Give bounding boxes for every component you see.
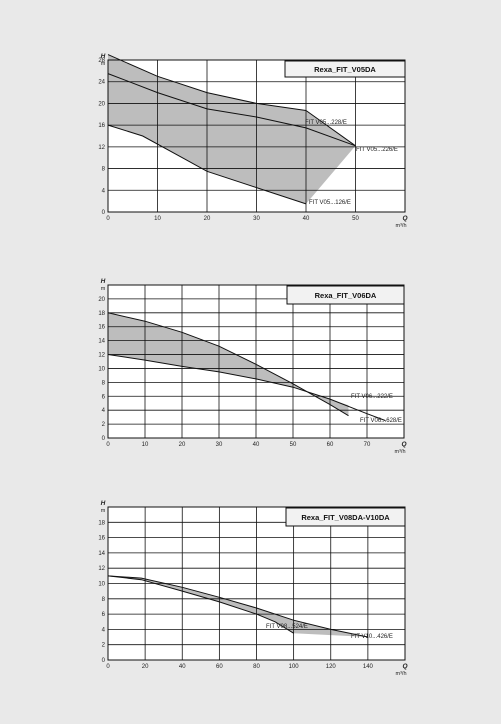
x-tick-label: 20 [142, 664, 149, 670]
chart-2: 0 10 20 30 40 50 60 70 0 2 4 6 8 10 12 14 16 18 20 Hm Qm³/h R… [98, 278, 406, 455]
x-tick-label: 10 [142, 442, 149, 448]
x-tick-label: 40 [179, 664, 186, 670]
x-tick-label: 10 [154, 216, 161, 222]
x-tick-label: 50 [352, 216, 359, 222]
y-tick-label: 18 [98, 520, 105, 526]
series-line [107, 312, 349, 417]
y-tick-label: 10 [98, 582, 105, 588]
chart-title-box [285, 507, 406, 527]
x-tick-label: 30 [216, 442, 223, 448]
series-label: FIT V05...226/E [356, 147, 398, 153]
x-tick-label: 70 [364, 442, 371, 448]
y-axis-unit: m [101, 286, 106, 292]
series-line [107, 124, 307, 205]
chart-title-box [286, 285, 405, 305]
y-tick-label: 4 [102, 188, 106, 194]
x-axis-label: Q [402, 663, 407, 670]
x-tick-label: 0 [106, 442, 110, 448]
y-axis-label: H [101, 500, 106, 507]
series-label: FIT V05...126/E [309, 200, 351, 206]
y-tick-label: 0 [102, 658, 106, 664]
plot-frame [107, 284, 405, 439]
y-tick-label: 16 [98, 123, 105, 129]
plot-frame [107, 59, 406, 213]
y-tick-label: 24 [98, 80, 105, 86]
y-tick-label: 20 [98, 101, 105, 107]
y-tick-label: 2 [102, 643, 106, 649]
x-axis-unit: m³/h [396, 671, 407, 677]
x-tick-label: 20 [204, 216, 211, 222]
x-tick-label: 50 [290, 442, 297, 448]
x-tick-label: 40 [253, 442, 260, 448]
y-tick-label: 12 [98, 353, 105, 359]
y-tick-label: 8 [102, 380, 106, 386]
y-tick-label: 14 [98, 551, 105, 557]
x-axis-unit: m³/h [396, 223, 407, 229]
y-tick-label: 6 [102, 394, 106, 400]
operating-range-area [108, 575, 368, 637]
x-axis-label: Q [402, 215, 407, 222]
y-tick-label: 8 [102, 597, 106, 603]
series-line [107, 575, 294, 634]
y-tick-label: 8 [102, 167, 106, 173]
y-tick-label: 16 [98, 536, 105, 542]
y-tick-label: 12 [98, 566, 105, 572]
chart-title: Rexa_FIT_V08DA-V10DA [301, 513, 390, 522]
series-line [107, 575, 369, 638]
y-axis-unit: m [101, 508, 106, 514]
series-line [107, 54, 307, 111]
y-axis-label: H [101, 53, 106, 60]
x-tick-label: 40 [303, 216, 310, 222]
y-tick-label: 16 [98, 325, 105, 331]
y-tick-label: 0 [102, 436, 106, 442]
chart-title: Rexa_FIT_V05DA [314, 65, 376, 74]
y-tick-label: 10 [98, 366, 105, 372]
operating-range-area [108, 54, 356, 204]
x-tick-label: 120 [326, 664, 337, 670]
x-tick-label: 30 [253, 216, 260, 222]
x-tick-label: 100 [289, 664, 300, 670]
series-label: FIT V06...628/E [360, 418, 402, 424]
x-tick-label: 60 [216, 664, 223, 670]
series-label: FIT V05...228/E [305, 120, 347, 126]
y-tick-label: 28 [98, 58, 105, 64]
x-tick-label: 0 [106, 664, 110, 670]
y-tick-label: 12 [98, 145, 105, 151]
series-label: FIT V08...524/E [266, 624, 308, 630]
x-tick-label: 140 [363, 664, 374, 670]
chart-title: Rexa_FIT_V06DA [315, 291, 377, 300]
x-tick-label: 20 [179, 442, 186, 448]
series-line [107, 73, 356, 147]
y-tick-label: 18 [98, 311, 105, 317]
chart-3: 0 20 40 60 80 100 120 140 0 2 4 6 8 10 12 14 16 18 Hm Qm³/h… [98, 500, 407, 677]
series-line [107, 354, 386, 422]
series-label: FIT V06...222/E [351, 394, 393, 400]
x-tick-label: 60 [327, 442, 334, 448]
y-tick-label: 4 [102, 408, 106, 414]
y-tick-label: 0 [102, 210, 106, 216]
y-tick-label: 6 [102, 612, 106, 618]
y-axis-unit: m [101, 61, 106, 67]
y-tick-label: 14 [98, 339, 105, 345]
plot-frame [107, 506, 406, 661]
x-tick-label: 0 [106, 216, 110, 222]
x-axis-unit: m³/h [395, 449, 406, 455]
x-axis-label: Q [401, 441, 406, 448]
y-tick-label: 2 [102, 422, 106, 428]
series-label: FIT V10...426/E [351, 634, 393, 640]
x-tick-label: 80 [253, 664, 260, 670]
chart-title-box [284, 60, 406, 78]
y-tick-label: 4 [102, 627, 106, 633]
operating-range-area [108, 312, 349, 416]
y-axis-label: H [101, 278, 106, 285]
y-tick-label: 20 [98, 297, 105, 303]
band-edge-line [305, 110, 356, 147]
